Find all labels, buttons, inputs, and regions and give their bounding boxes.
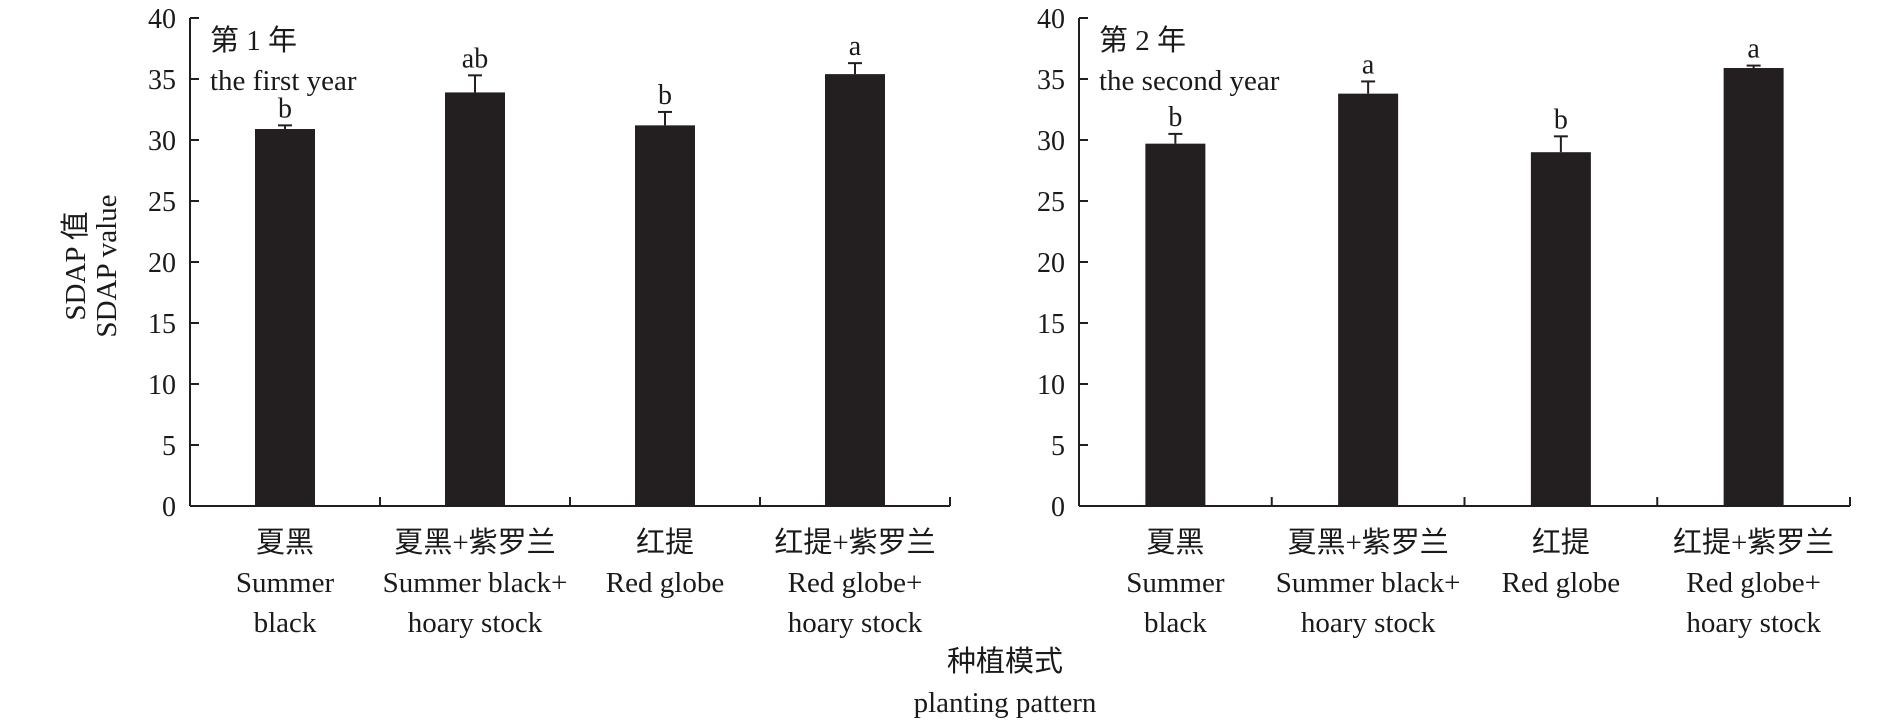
y-tick-label: 35 [148,65,176,96]
category-label-en: Red globe [606,567,724,599]
category-label-cn: 红提+紫罗兰 [1673,526,1834,559]
category-label-cn: 红提 [1532,526,1590,559]
category-label-cn: 红提 [636,526,694,559]
y-tick-label: 20 [1037,248,1065,279]
category-label-cn: 夏黑+紫罗兰 [1287,526,1448,559]
category-label-en: hoary stock [408,607,543,639]
y-tick-label: 5 [1051,431,1065,462]
category-label-en: black [1144,607,1207,639]
y-tick-label: 15 [1037,309,1065,340]
category-label-en: hoary stock [1301,607,1436,639]
category-label-en: Red globe [1502,567,1620,599]
y-tick-label: 40 [148,4,176,35]
category-label-en: hoary stock [1686,607,1821,639]
category-label-en: hoary stock [788,607,923,639]
y-tick-label: 20 [148,248,176,279]
significance-label: b [658,80,672,111]
y-axis-label-cn: SDAP 值 [59,211,92,320]
category-label-cn: 夏黑+紫罗兰 [394,526,555,559]
category-label-cn: 夏黑 [256,527,314,559]
panel-title-cn: 第 2 年 [1099,24,1186,57]
category-label-en: Red globe+ [788,567,923,599]
y-tick-label: 5 [162,431,176,462]
significance-label: ab [462,43,488,74]
x-axis-label-en: planting pattern [914,687,1097,719]
category-label-cn: 夏黑 [1146,527,1204,559]
bar [1338,93,1399,506]
category-label-en: Summer black+ [1276,567,1461,599]
category-label-en: Summer [1126,567,1225,599]
y-tick-label: 35 [1037,65,1065,96]
bar [825,74,885,507]
y-tick-label: 30 [1037,126,1065,157]
y-axis-label-en: SDAP value [91,194,123,337]
y-tick-label: 15 [148,309,176,340]
y-tick-label: 0 [162,492,176,523]
panel-title-cn: 第 1 年 [210,24,297,57]
significance-label: a [1747,34,1760,65]
bar [1145,143,1206,506]
significance-label: b [1168,102,1182,133]
y-tick-label: 30 [148,126,176,157]
category-label-en: black [254,607,317,639]
bar [255,129,315,506]
category-label-cn: 红提+紫罗兰 [774,526,935,559]
y-tick-label: 40 [1037,4,1065,35]
panel-title-en: the second year [1099,65,1280,97]
significance-label: a [1362,49,1375,80]
y-tick-label: 25 [148,187,176,218]
significance-label: b [278,93,292,124]
bar [445,92,505,507]
panel-second-year: 0 5 10 15 20 25 30 35 40 第 2 年 the second year b 夏黑 S… [1037,4,1851,639]
significance-label: b [1554,104,1568,135]
bar [1723,68,1784,507]
y-tick-label: 10 [148,370,176,401]
y-tick-label: 25 [1037,187,1065,218]
panel-title-en: the first year [210,65,357,97]
significance-label: a [849,31,862,62]
category-label-en: Summer [236,567,335,599]
y-tick-label: 0 [1051,492,1065,523]
bar [635,125,695,507]
category-label-en: Summer black+ [383,567,568,599]
bar [1530,152,1591,506]
y-tick-label: 10 [1037,370,1065,401]
category-label-en: Red globe+ [1686,567,1821,599]
x-axis-label-cn: 种植模式 [947,645,1063,678]
y-axis-label-group: SDAP 值 SDAP value [59,194,123,337]
